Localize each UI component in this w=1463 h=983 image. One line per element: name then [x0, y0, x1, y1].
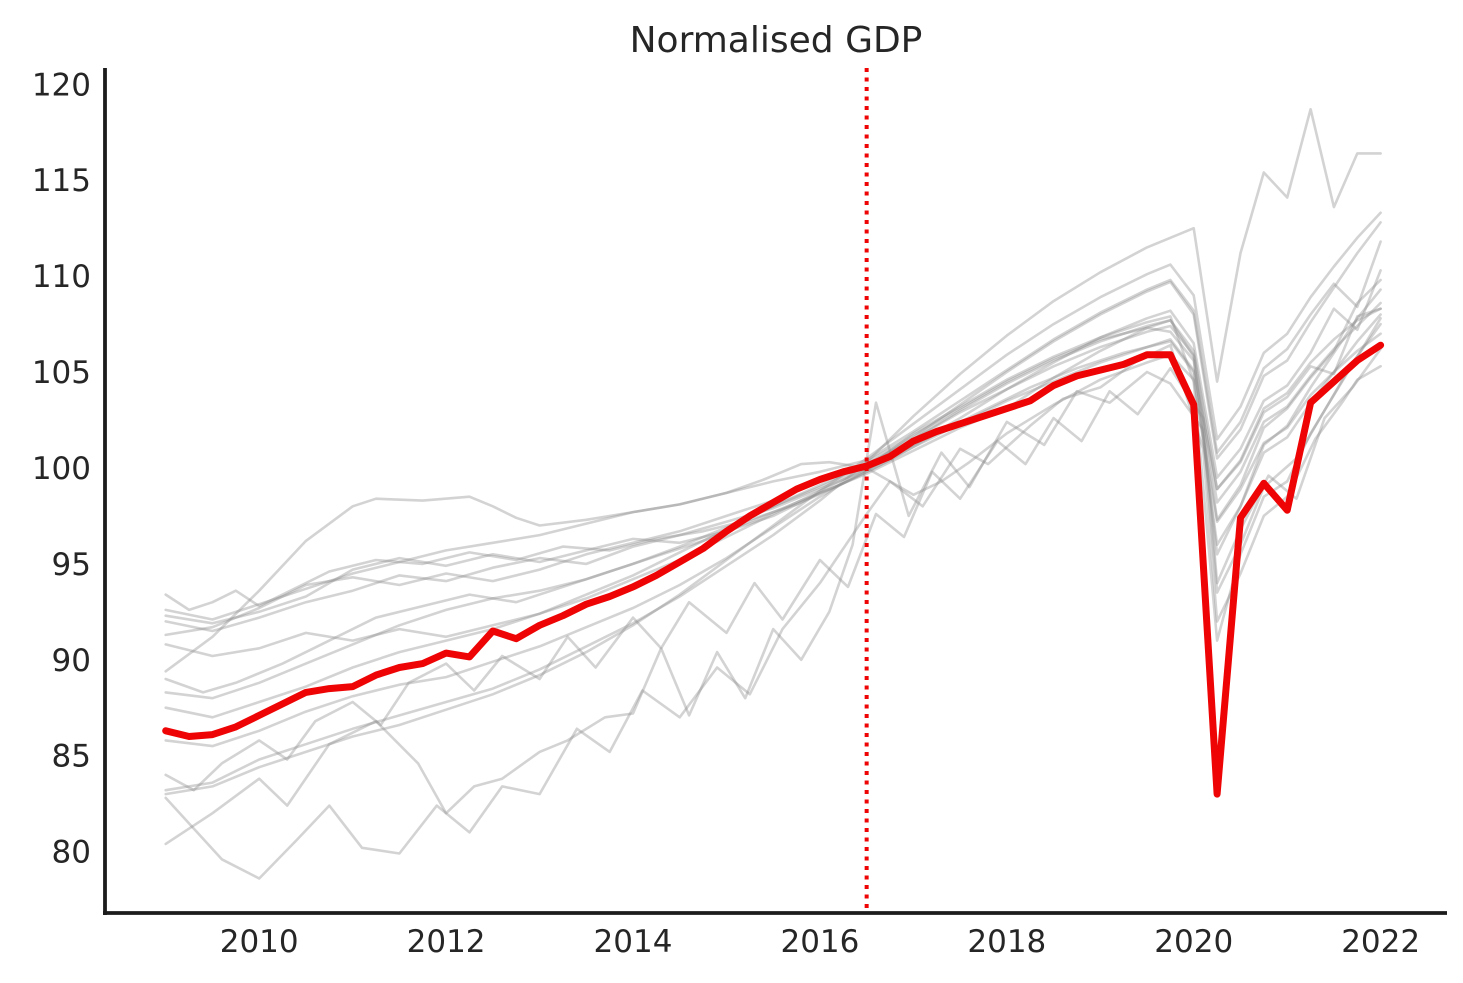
y-tick-label: 80 — [52, 835, 91, 871]
x-axis-tick-labels: 2010 2012 2014 2016 2018 2020 2022 — [220, 924, 1420, 960]
background-series-line — [164, 307, 1382, 625]
background-series-line — [164, 301, 1382, 719]
x-tick-label: 2020 — [1154, 924, 1233, 960]
background-series-line — [164, 307, 1382, 612]
x-tick-label: 2018 — [967, 924, 1046, 960]
x-tick-label: 2016 — [780, 924, 859, 960]
background-series-line — [164, 347, 1382, 792]
y-tick-label: 110 — [32, 259, 91, 295]
axes-spines — [103, 68, 1447, 915]
chart-title: Normalised GDP — [630, 20, 923, 61]
background-series-line — [164, 240, 1382, 621]
y-tick-label: 85 — [52, 739, 91, 775]
background-series-line — [164, 211, 1382, 796]
y-tick-label: 105 — [32, 355, 91, 391]
y-tick-label: 100 — [32, 451, 91, 487]
x-tick-label: 2022 — [1341, 924, 1420, 960]
x-tick-label: 2012 — [407, 924, 486, 960]
x-tick-label: 2010 — [220, 924, 299, 960]
y-tick-label: 90 — [52, 643, 91, 679]
background-series-line — [164, 315, 1382, 658]
background-series-line — [164, 313, 1382, 694]
y-tick-label: 120 — [32, 67, 91, 103]
highlight-series-line — [162, 341, 1385, 798]
series-layer — [162, 107, 1385, 880]
y-tick-label: 95 — [52, 547, 91, 583]
background-series-line — [164, 107, 1382, 792]
y-tick-label: 115 — [32, 163, 91, 199]
y-axis-tick-labels: 80 85 90 95 100 105 110 115 120 — [32, 67, 91, 870]
x-tick-label: 2014 — [594, 924, 673, 960]
background-series-line — [164, 322, 1382, 846]
background-series-line — [164, 221, 1382, 700]
background-series-line — [164, 278, 1382, 637]
